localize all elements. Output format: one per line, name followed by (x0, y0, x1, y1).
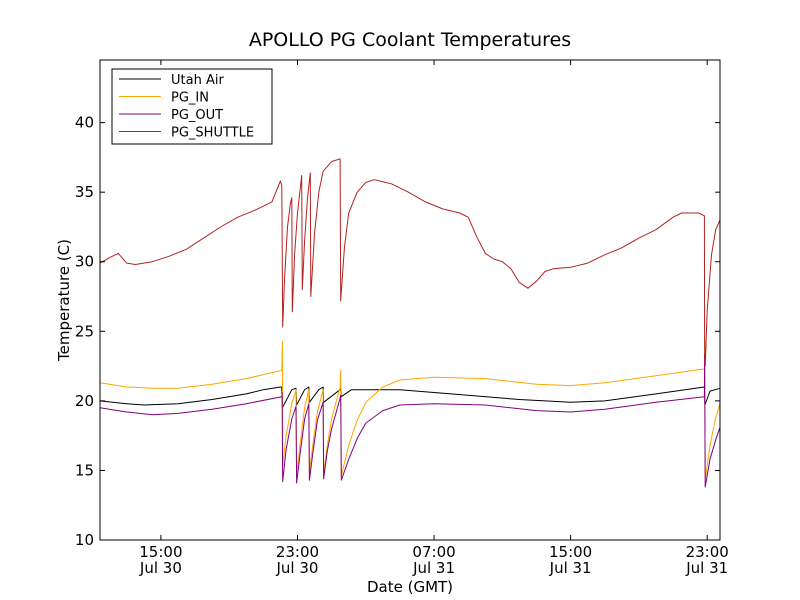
series-line-pg-in (99, 337, 721, 481)
legend-entries: Utah Air PG_IN PG_OUT PG_SHUTTLE (119, 73, 254, 141)
y-tick-label: 15 (75, 461, 94, 479)
legend: Utah Air PG_IN PG_OUT PG_SHUTTLE (111, 68, 273, 145)
x-tick-date-label: Jul 30 (139, 559, 182, 577)
chart-title: APOLLO PG Coolant Temperatures (249, 29, 571, 51)
series-line-pg-shuttle (99, 158, 721, 367)
y-tick-label: 10 (75, 531, 94, 549)
x-axis-label: Date (GMT) (367, 578, 453, 596)
x-tick-label: 07:00 (412, 543, 455, 561)
x-tick-label: 23:00 (686, 543, 729, 561)
series-line-utah-air (99, 386, 721, 409)
x-tick-date-label: Jul 31 (412, 559, 455, 577)
y-tick-label: 40 (75, 114, 94, 132)
axes-frame (99, 59, 721, 541)
x-tick-date-label: Jul 31 (685, 559, 728, 577)
y-tick-label: 20 (75, 392, 94, 410)
legend-label-pg-in: PG_IN (171, 91, 209, 106)
series-layer (99, 158, 721, 488)
series-line-pg-out (99, 353, 721, 488)
y-tick-label: 35 (75, 183, 94, 201)
legend-label-pg-out: PG_OUT (171, 108, 223, 123)
y-tick-label: 25 (75, 322, 94, 340)
x-tick-label: 15:00 (139, 543, 182, 561)
x-tick-label: 15:00 (549, 543, 592, 561)
x-tick-date-label: Jul 31 (549, 559, 592, 577)
legend-label-utah-air: Utah Air (171, 73, 224, 88)
x-tick-label: 23:00 (276, 543, 319, 561)
y-axis-label: Temperature (C) (55, 239, 73, 362)
legend-label-pg-shuttle: PG_SHUTTLE (171, 126, 254, 141)
x-tick-date-label: Jul 30 (275, 559, 318, 577)
y-tick-label: 30 (75, 253, 94, 271)
